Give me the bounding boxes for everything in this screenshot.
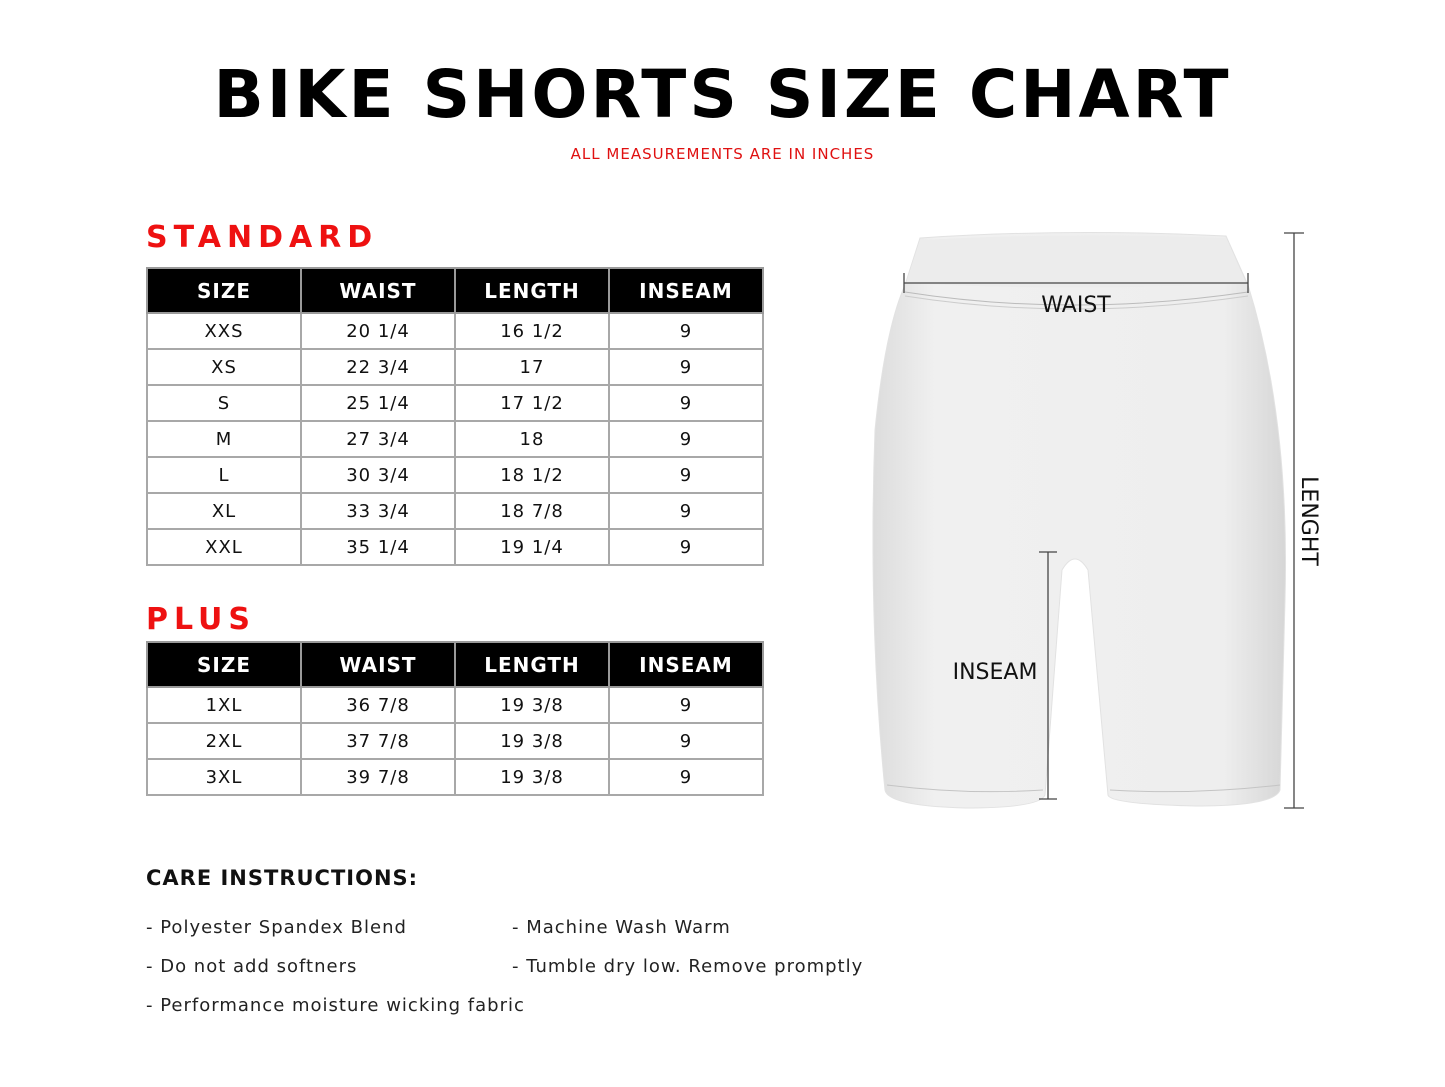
cell-inseam: 9 bbox=[608, 420, 764, 458]
cell-waist: 39 7/8 bbox=[300, 758, 456, 796]
cell-inseam: 9 bbox=[608, 492, 764, 530]
table-row: XXL 35 1/4 19 1/4 9 bbox=[146, 528, 764, 566]
page-title: BIKE SHORTS SIZE CHART bbox=[213, 56, 1232, 133]
cell-size: 3XL bbox=[146, 758, 302, 796]
length-measure-line bbox=[1284, 232, 1304, 809]
inseam-measure-line bbox=[1039, 551, 1057, 800]
standard-size-table: SIZE WAIST LENGTH INSEAM XXS 20 1/4 16 1/2… bbox=[146, 267, 764, 566]
table-row: 3XL 39 7/8 19 3/8 9 bbox=[146, 758, 764, 796]
cell-length: 19 3/8 bbox=[454, 722, 610, 760]
cell-waist: 37 7/8 bbox=[300, 722, 456, 760]
table-row: 1XL 36 7/8 19 3/8 9 bbox=[146, 686, 764, 724]
care-item: - Machine Wash Warm bbox=[512, 917, 731, 938]
care-instructions-heading: CARE INSTRUCTIONS: bbox=[146, 866, 419, 890]
cell-waist: 33 3/4 bbox=[300, 492, 456, 530]
cell-inseam: 9 bbox=[608, 312, 764, 350]
cell-size: 1XL bbox=[146, 686, 302, 724]
cell-length: 19 3/8 bbox=[454, 758, 610, 796]
column-header-waist: WAIST bbox=[300, 267, 456, 314]
cell-waist: 20 1/4 bbox=[300, 312, 456, 350]
care-item: - Do not add softners bbox=[146, 956, 358, 977]
plus-size-table: SIZE WAIST LENGTH INSEAM 1XL 36 7/8 19 3/8… bbox=[146, 641, 764, 796]
care-item: - Performance moisture wicking fabric bbox=[146, 995, 525, 1016]
table-row: XXS 20 1/4 16 1/2 9 bbox=[146, 312, 764, 350]
cell-size: 2XL bbox=[146, 722, 302, 760]
table-row: 2XL 37 7/8 19 3/8 9 bbox=[146, 722, 764, 760]
cell-size: L bbox=[146, 456, 302, 494]
cell-size: XS bbox=[146, 348, 302, 386]
cell-length: 17 bbox=[454, 348, 610, 386]
shorts-illustration bbox=[872, 231, 1287, 809]
cell-waist: 35 1/4 bbox=[300, 528, 456, 566]
care-item: - Tumble dry low. Remove promptly bbox=[512, 956, 864, 977]
cell-inseam: 9 bbox=[608, 722, 764, 760]
page-subtitle: ALL MEASUREMENTS ARE IN INCHES bbox=[570, 145, 875, 163]
column-header-length: LENGTH bbox=[454, 641, 610, 688]
cell-inseam: 9 bbox=[608, 348, 764, 386]
cell-size: S bbox=[146, 384, 302, 422]
cell-waist: 27 3/4 bbox=[300, 420, 456, 458]
cell-size: M bbox=[146, 420, 302, 458]
standard-heading: STANDARD bbox=[146, 220, 379, 255]
cell-length: 18 1/2 bbox=[454, 456, 610, 494]
cell-size: XXS bbox=[146, 312, 302, 350]
cell-inseam: 9 bbox=[608, 528, 764, 566]
table-row: L 30 3/4 18 1/2 9 bbox=[146, 456, 764, 494]
table-row: XS 22 3/4 17 9 bbox=[146, 348, 764, 386]
cell-length: 18 7/8 bbox=[454, 492, 610, 530]
column-header-waist: WAIST bbox=[300, 641, 456, 688]
table-row: M 27 3/4 18 9 bbox=[146, 420, 764, 458]
waist-measure-line bbox=[903, 273, 1249, 293]
cell-length: 19 1/4 bbox=[454, 528, 610, 566]
table-row: XL 33 3/4 18 7/8 9 bbox=[146, 492, 764, 530]
column-header-size: SIZE bbox=[146, 641, 302, 688]
cell-size: XL bbox=[146, 492, 302, 530]
cell-size: XXL bbox=[146, 528, 302, 566]
cell-length: 19 3/8 bbox=[454, 686, 610, 724]
cell-inseam: 9 bbox=[608, 456, 764, 494]
cell-waist: 30 3/4 bbox=[300, 456, 456, 494]
cell-inseam: 9 bbox=[608, 758, 764, 796]
column-header-inseam: INSEAM bbox=[608, 267, 764, 314]
inseam-label: INSEAM bbox=[953, 660, 1038, 685]
cell-inseam: 9 bbox=[608, 686, 764, 724]
cell-waist: 25 1/4 bbox=[300, 384, 456, 422]
column-header-length: LENGTH bbox=[454, 267, 610, 314]
waist-label: WAIST bbox=[1041, 293, 1111, 318]
cell-waist: 22 3/4 bbox=[300, 348, 456, 386]
table-row: S 25 1/4 17 1/2 9 bbox=[146, 384, 764, 422]
cell-length: 16 1/2 bbox=[454, 312, 610, 350]
cell-waist: 36 7/8 bbox=[300, 686, 456, 724]
care-item: - Polyester Spandex Blend bbox=[146, 917, 407, 938]
length-label: LENGHT bbox=[1296, 476, 1321, 566]
plus-heading: PLUS bbox=[146, 602, 257, 637]
cell-length: 18 bbox=[454, 420, 610, 458]
column-header-size: SIZE bbox=[146, 267, 302, 314]
cell-inseam: 9 bbox=[608, 384, 764, 422]
column-header-inseam: INSEAM bbox=[608, 641, 764, 688]
cell-length: 17 1/2 bbox=[454, 384, 610, 422]
